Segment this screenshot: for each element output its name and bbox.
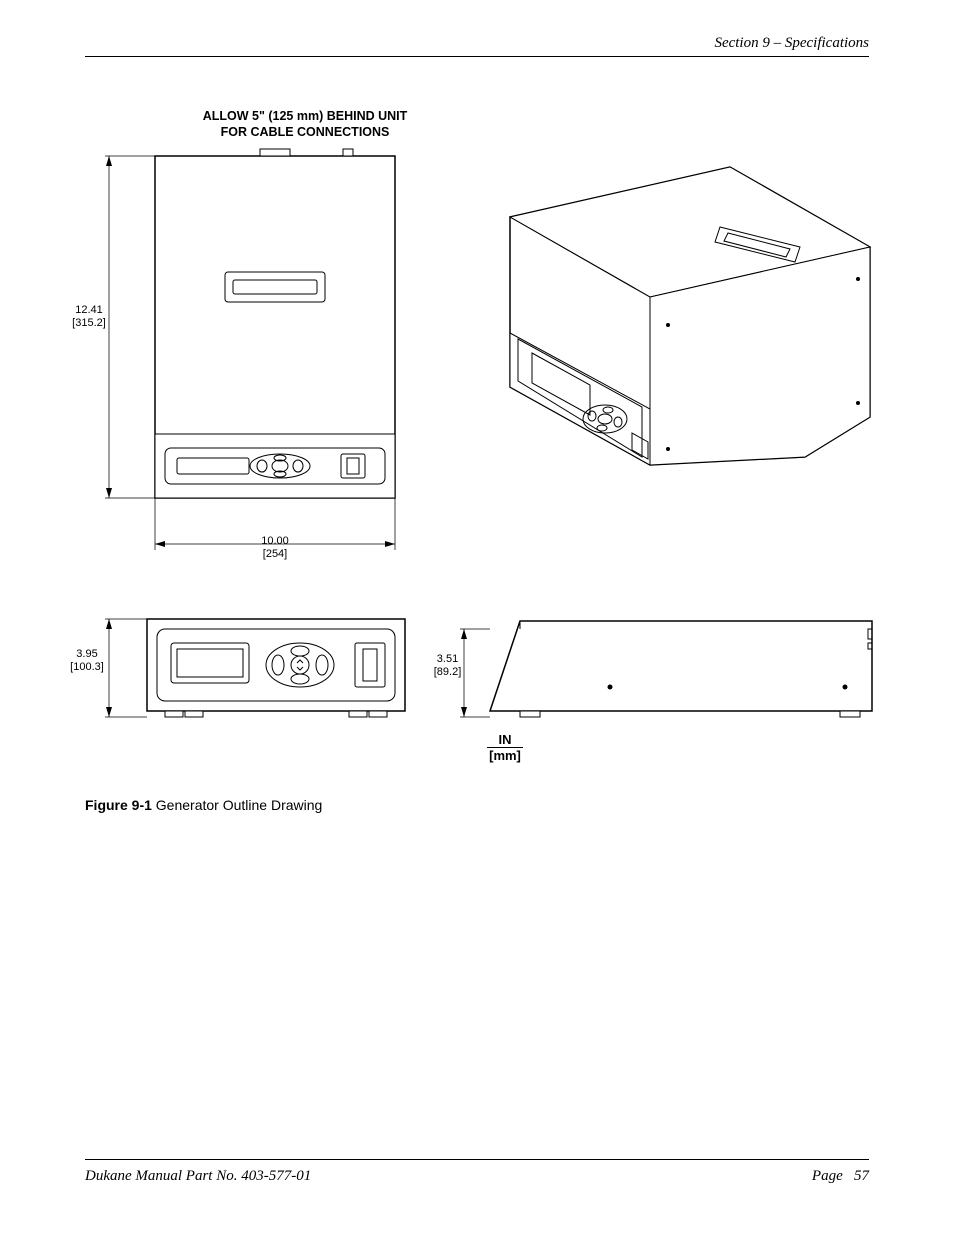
units-mm: [mm] [487, 747, 523, 763]
page-number: Page 57 [812, 1168, 869, 1185]
page-footer: Dukane Manual Part No. 403-577-01 Page 5… [85, 1159, 869, 1185]
dim-width: 10.00 [254] [240, 535, 310, 561]
dim-rear-h-mm: [89.2] [434, 666, 462, 678]
figure-drawing: ALLOW 5" (125 mm) BEHIND UNIT FOR CABLE … [85, 97, 869, 797]
side-view [440, 607, 880, 747]
units-in: IN [499, 732, 512, 747]
page-header: Section 9 – Specifications [85, 35, 869, 57]
note-line-2: FOR CABLE CONNECTIONS [221, 125, 390, 139]
top-view [85, 142, 415, 562]
dim-height-in: 12.41 [75, 304, 103, 316]
manual-part-no: Dukane Manual Part No. 403-577-01 [85, 1168, 311, 1185]
units-legend: IN [mm] [480, 732, 530, 763]
dim-front-height: 3.95 [100.3] [57, 648, 117, 674]
note-line-1: ALLOW 5" (125 mm) BEHIND UNIT [203, 109, 408, 123]
dim-front-h-in: 3.95 [76, 648, 97, 660]
figure-caption-text: Generator Outline Drawing [152, 797, 322, 813]
dim-width-in: 10.00 [261, 535, 289, 547]
isometric-view [450, 157, 880, 497]
dim-height: 12.41 [315.2] [59, 304, 119, 330]
dim-width-mm: [254] [263, 548, 287, 560]
clearance-note: ALLOW 5" (125 mm) BEHIND UNIT FOR CABLE … [175, 109, 435, 140]
figure-caption: Figure 9-1 Generator Outline Drawing [85, 797, 869, 813]
dim-rear-height: 3.51 [89.2] [420, 653, 475, 679]
section-title: Section 9 – Specifications [714, 35, 869, 51]
dim-rear-h-in: 3.51 [437, 653, 458, 665]
dim-height-mm: [315.2] [72, 317, 106, 329]
front-view [85, 607, 425, 747]
figure-label: Figure 9-1 [85, 797, 152, 813]
dim-front-h-mm: [100.3] [70, 661, 104, 673]
